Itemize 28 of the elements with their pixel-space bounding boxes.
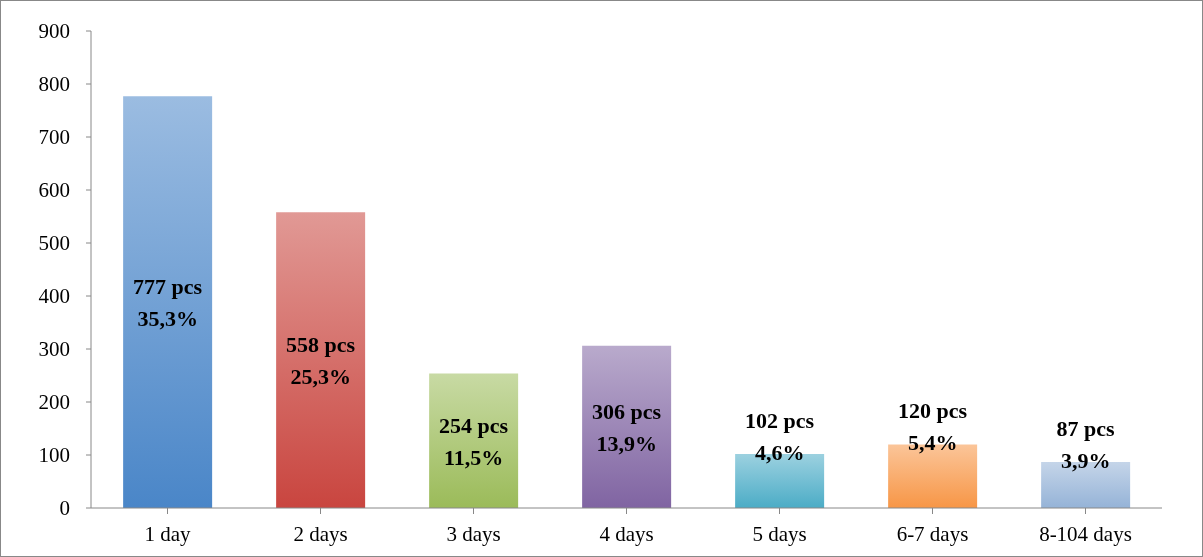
data-label: 120 pcs 5,4% [898, 398, 968, 456]
y-tick-label: 100 [38, 443, 70, 468]
data-label: 102 pcs 4,6% [745, 407, 815, 465]
x-tick-label: 5 days [752, 521, 807, 546]
y-tick-label: 0 [59, 496, 70, 521]
y-tick-label: 200 [38, 390, 70, 415]
bar [582, 345, 672, 508]
bar [123, 96, 213, 508]
y-tick-label: 500 [38, 231, 70, 256]
data-label: 254 pcs 11,5% [439, 412, 509, 470]
y-tick-label: 900 [38, 19, 70, 44]
x-tick-label: 4 days [599, 521, 654, 546]
data-label: 777 pcs 35,3% [133, 274, 203, 332]
y-tick-label: 700 [38, 125, 70, 150]
y-tick-label: 800 [38, 72, 70, 97]
bar [276, 212, 366, 508]
y-tick-label: 600 [38, 178, 70, 203]
x-tick-label: 6-7 days [896, 521, 969, 546]
y-tick-label: 300 [38, 337, 70, 362]
data-label: 558 pcs 25,3% [286, 332, 356, 390]
data-label: 87 pcs 3,9% [1056, 415, 1116, 473]
x-tick-label: 8-104 days [1039, 521, 1132, 546]
data-label: 306 pcs 13,9% [592, 398, 662, 456]
x-tick-label: 3 days [446, 521, 501, 546]
y-tick-label: 400 [38, 284, 70, 309]
x-tick-label: 1 day [144, 521, 192, 546]
bar [429, 373, 519, 508]
x-tick-label: 2 days [293, 521, 348, 546]
